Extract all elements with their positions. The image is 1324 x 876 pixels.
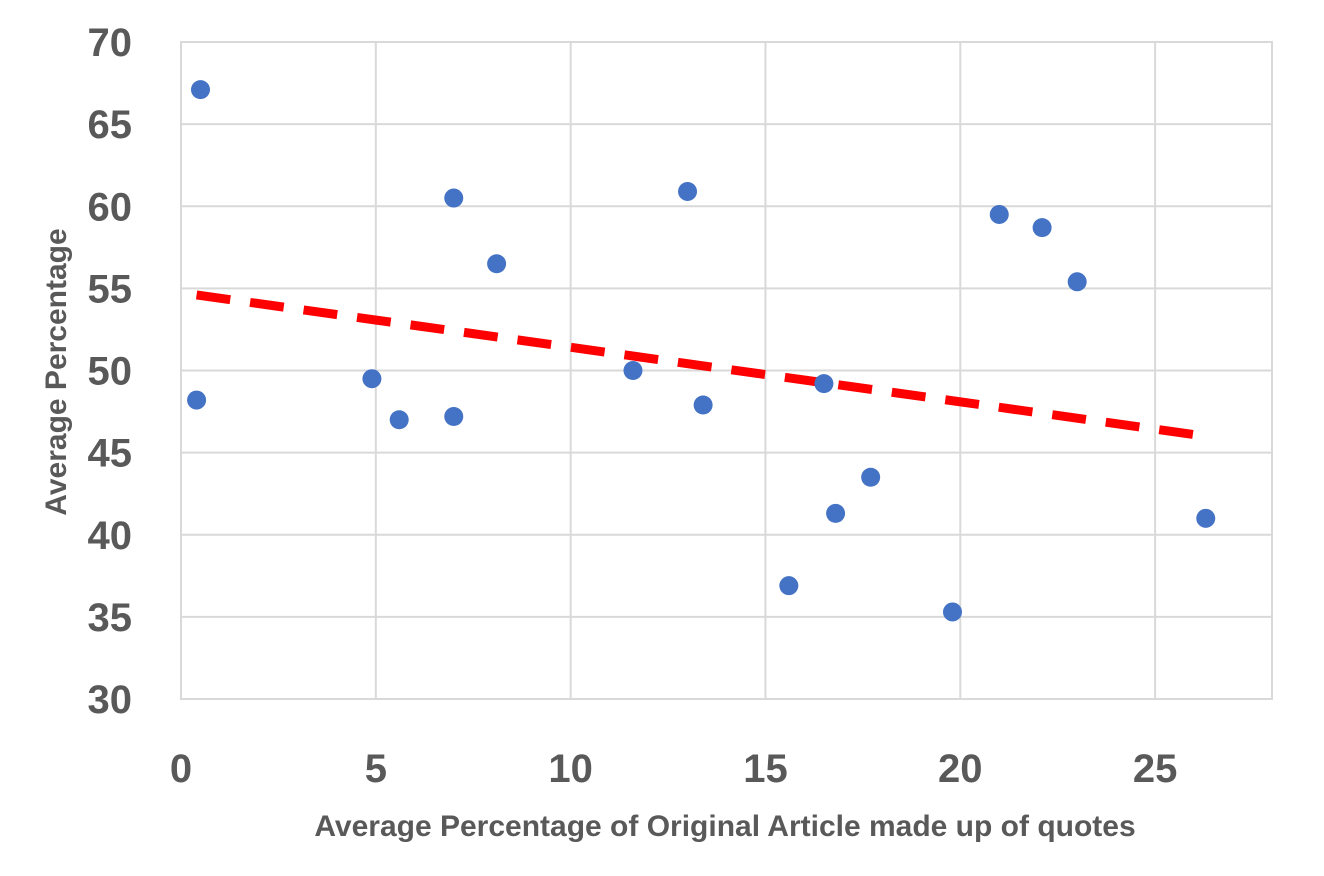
x-tick-label: 25 [1133, 747, 1178, 791]
data-point [444, 188, 464, 208]
x-tick-label: 20 [938, 747, 983, 791]
x-tick-label: 15 [743, 747, 788, 791]
data-point [190, 80, 210, 100]
x-tick-label: 10 [548, 747, 593, 791]
x-tick-label: 0 [170, 747, 192, 791]
y-tick-label: 65 [88, 103, 133, 147]
data-point [693, 395, 713, 415]
grid [180, 41, 1273, 700]
y-tick-label: 70 [88, 21, 133, 65]
data-point [487, 254, 507, 274]
trendline-layer [195, 290, 1207, 441]
data-point [187, 390, 207, 410]
data-point [362, 369, 382, 389]
data-point [826, 503, 846, 523]
tick-labels: 30 35 40 45 50 55 60 65 70 0 5 10 15 20 25 [88, 21, 1178, 791]
y-tick-label: 60 [88, 185, 133, 229]
data-point [444, 406, 464, 426]
trendline [195, 290, 1207, 441]
y-tick-label: 55 [88, 267, 133, 311]
y-tick-label: 30 [88, 678, 133, 722]
y-axis-title: Average Percentage [40, 228, 73, 515]
y-tick-label: 50 [88, 350, 133, 394]
data-point [814, 374, 834, 394]
x-tick-label: 5 [365, 747, 387, 791]
data-point [1196, 508, 1216, 528]
data-point [779, 576, 799, 596]
data-points [187, 80, 1216, 622]
y-tick-label: 45 [88, 432, 133, 476]
data-point [861, 467, 881, 487]
data-point [989, 204, 1009, 224]
x-axis-title: Average Percentage of Original Article m… [314, 810, 1135, 843]
data-point [1032, 218, 1052, 238]
data-point [623, 361, 643, 380]
y-tick-label: 40 [88, 514, 133, 558]
data-point [389, 410, 409, 430]
data-point [678, 181, 698, 201]
y-tick-label: 35 [88, 596, 133, 640]
data-point [942, 602, 962, 622]
data-point [1067, 272, 1087, 292]
